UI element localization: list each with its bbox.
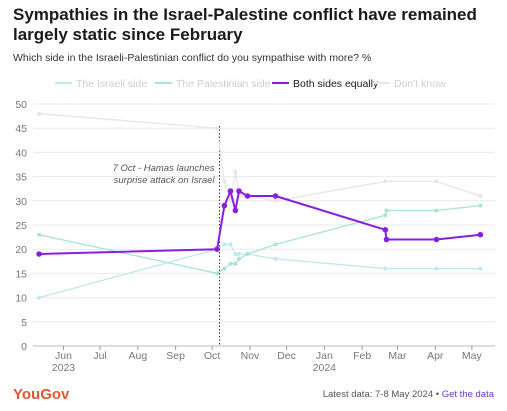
data-point-palestinian [222, 266, 227, 271]
data-point-both [433, 236, 440, 243]
series-line-both [39, 190, 481, 255]
data-point-palestinian [434, 208, 439, 213]
series-line-dont_know [39, 113, 481, 202]
legend-label-dont_know: Don't know [394, 78, 446, 90]
data-point-dont_know [37, 111, 42, 116]
data-point-dont_know [215, 126, 220, 131]
data-point-both [236, 188, 242, 194]
data-point-both [36, 251, 42, 257]
x-tick-label: Feb [353, 350, 371, 362]
x-tick-label: Oct [204, 350, 220, 362]
data-point-dont_know [434, 179, 439, 184]
data-point-israeli [233, 252, 238, 256]
data-point-palestinian [245, 252, 250, 256]
x-tick-label: Apr [427, 350, 444, 362]
x-tick-label: Jul [93, 350, 106, 362]
data-point-dont_know [273, 198, 278, 203]
data-point-dont_know [478, 194, 483, 198]
x-tick-label: Sep [166, 350, 185, 362]
data-point-dont_know [233, 169, 238, 174]
legend-label-both: Both sides equally [293, 78, 379, 90]
get-the-data-link[interactable]: Get the data [441, 389, 494, 400]
data-point-dont_know [222, 179, 227, 184]
y-tick-label: 0 [21, 341, 27, 353]
yougov-logo: YouGov [13, 386, 70, 403]
annotation-text: 7 Oct - Hamas launches [113, 163, 215, 174]
x-tick-label: Nov [241, 350, 260, 362]
data-point-both [272, 193, 279, 199]
data-point-palestinian [478, 203, 483, 208]
legend: The Israeli side The Palestinian side Both… [55, 78, 446, 90]
data-point-palestinian [384, 208, 389, 213]
y-tick-label: 20 [15, 244, 27, 256]
x-tick-year: 2023 [52, 362, 76, 374]
data-point-palestinian [273, 242, 278, 247]
data-point-palestinian [383, 213, 388, 218]
chart-title: Sympathies in the Israel-Palestine confl… [13, 5, 477, 44]
y-tick-label: 25 [15, 220, 27, 232]
x-tick-label: Aug [128, 350, 147, 362]
data-point-palestinian [233, 261, 238, 266]
data-point-dont_know [228, 198, 233, 203]
data-point-israeli [273, 256, 278, 261]
footer-note: Latest data: 7-8 May 2024 • Get the data [323, 389, 494, 400]
data-point-both [221, 202, 228, 209]
legend-label-israeli: The Israeli side [76, 78, 147, 90]
y-tick-label: 40 [15, 147, 27, 159]
data-point-both [477, 231, 484, 238]
chart-subtitle: Which side in the Israeli-Palestinian co… [13, 52, 372, 64]
data-point-dont_know [383, 179, 388, 184]
y-tick-label: 10 [15, 293, 27, 305]
y-tick-label: 15 [15, 268, 27, 280]
data-point-israeli [237, 252, 241, 256]
y-tick-label: 5 [21, 317, 27, 329]
x-tick-label: Mar [388, 350, 407, 362]
legend-label-palestinian: The Palestinian side [176, 78, 271, 90]
y-tick-label: 45 [15, 123, 27, 135]
y-axis: 0 5 10 15 20 25 30 35 40 45 50 [15, 99, 27, 353]
data-point-both [244, 193, 251, 199]
data-point-both [383, 236, 390, 243]
x-tick-label: Jan [316, 350, 333, 362]
data-point-both [227, 188, 234, 194]
annotation-text: surprise attack on Israel [114, 175, 216, 186]
data-point-palestinian [228, 261, 233, 266]
x-tick-label: May [462, 350, 483, 362]
data-point-both [232, 207, 239, 214]
data-point-israeli [478, 266, 483, 271]
y-tick-label: 50 [15, 99, 27, 111]
data-point-both [214, 246, 220, 252]
data-point-israeli [383, 266, 388, 271]
y-tick-label: 35 [15, 172, 27, 184]
latest-data-text: Latest data: 7-8 May 2024 • [322, 389, 442, 400]
gridlines [33, 103, 495, 347]
data-point-israeli [434, 266, 439, 271]
x-tick-year: 2024 [313, 362, 337, 374]
x-tick-label: Jun [55, 350, 72, 362]
data-point-both [382, 227, 389, 233]
series-lines [36, 111, 484, 300]
data-point-israeli [37, 295, 42, 300]
data-point-palestinian [215, 271, 220, 276]
data-point-palestinian [37, 232, 42, 237]
data-point-palestinian [237, 256, 241, 261]
y-tick-label: 30 [15, 196, 27, 208]
data-point-israeli [228, 242, 233, 247]
data-point-israeli [222, 242, 227, 247]
x-tick-label: Dec [277, 350, 296, 362]
